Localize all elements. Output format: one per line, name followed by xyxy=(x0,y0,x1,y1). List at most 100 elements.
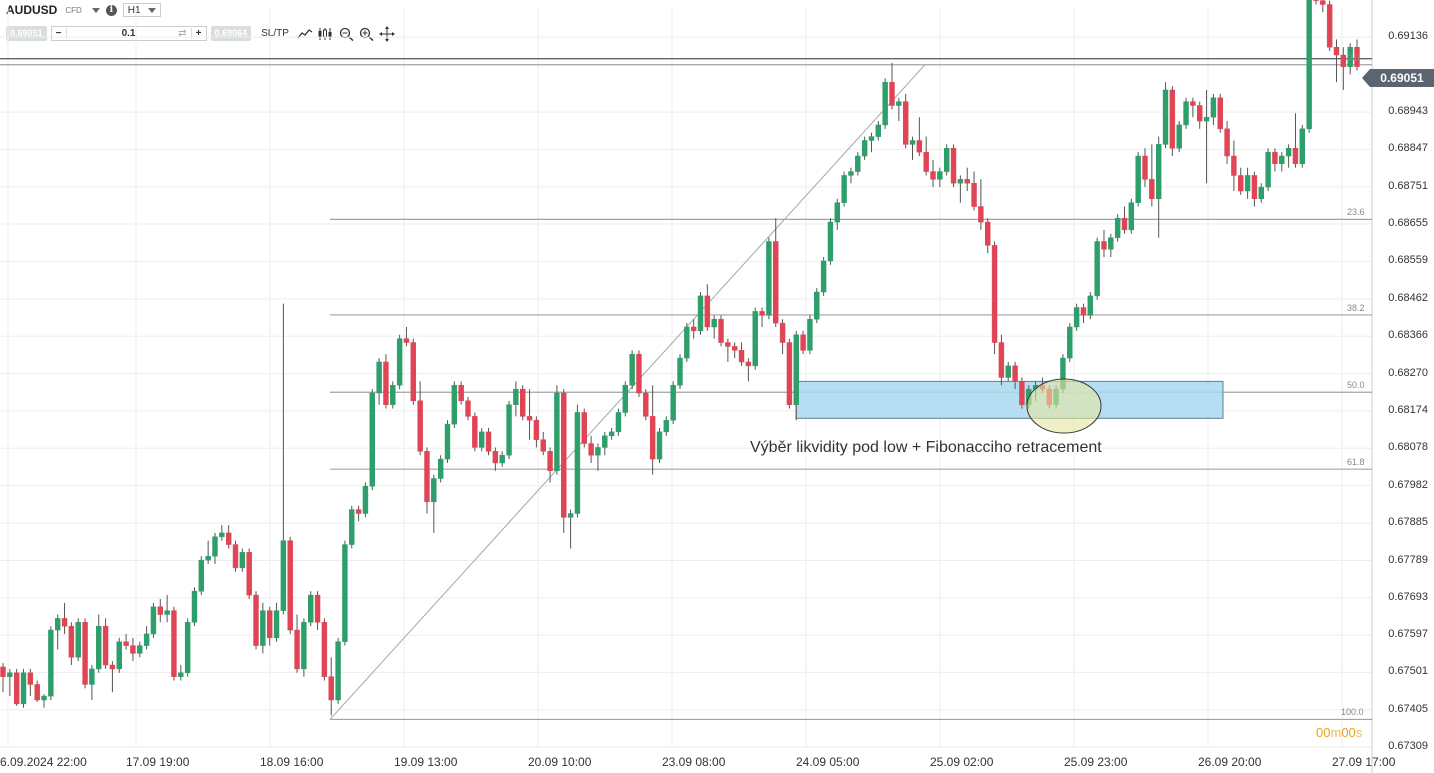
line-chart-icon[interactable] xyxy=(297,28,313,40)
candle-body xyxy=(198,559,205,592)
info-icon[interactable]: i xyxy=(105,4,117,16)
candle-body xyxy=(1142,155,1148,180)
candle xyxy=(875,121,882,141)
candle-body xyxy=(1005,365,1011,378)
candle-body xyxy=(137,645,143,654)
candle xyxy=(1012,361,1018,390)
candle-body xyxy=(868,136,875,141)
candle-body xyxy=(738,350,745,363)
timeframe-value: H1 xyxy=(127,4,141,16)
time-tick-label: 25.09 23:00 xyxy=(1064,755,1128,769)
candle xyxy=(916,117,923,157)
candle-body xyxy=(1306,0,1312,130)
candle xyxy=(355,505,362,522)
candle xyxy=(506,400,512,460)
candle-body xyxy=(779,322,786,343)
candle-body xyxy=(745,361,752,367)
time-tick-label: 17.09 19:00 xyxy=(126,755,190,769)
candle-body xyxy=(280,540,287,611)
candle-body xyxy=(896,101,902,106)
candle xyxy=(1162,82,1169,149)
candle xyxy=(396,334,403,390)
candle-body xyxy=(820,260,827,293)
candle xyxy=(130,637,136,662)
quantity-input[interactable]: 0.1 ⇄ xyxy=(65,28,192,39)
candle xyxy=(882,78,888,129)
candle-body xyxy=(622,385,629,413)
candle xyxy=(1272,148,1278,172)
chart-annotation: Výběr likvidity pod low + Fibonacciho re… xyxy=(750,439,1102,456)
candle-body xyxy=(499,454,505,464)
candle xyxy=(1101,229,1107,258)
candle xyxy=(41,694,47,708)
candle xyxy=(1073,303,1080,331)
symbol-label[interactable]: AUDUSD xyxy=(6,3,58,17)
candle-body xyxy=(540,439,546,452)
candle xyxy=(690,319,697,339)
candle-body xyxy=(369,392,375,487)
quantity-stepper[interactable]: − 0.1 ⇄ + xyxy=(50,26,207,41)
candle-body xyxy=(882,81,888,126)
current-price-tag: 0.69051 xyxy=(1362,69,1434,87)
candle xyxy=(137,641,143,658)
candle xyxy=(1333,39,1340,83)
candle xyxy=(390,381,396,409)
candle xyxy=(335,637,341,704)
sltp-button[interactable]: SL/TP xyxy=(261,28,289,39)
candle xyxy=(1142,148,1148,188)
candle xyxy=(424,447,430,514)
timeframe-select[interactable]: H1 xyxy=(122,3,161,17)
candle-body xyxy=(786,342,793,405)
swap-icon[interactable]: ⇄ xyxy=(178,28,187,39)
chevron-down-icon[interactable] xyxy=(91,7,100,13)
candle xyxy=(697,292,704,335)
candle xyxy=(663,416,670,436)
candle xyxy=(184,618,191,677)
price-tick-label: 0.68943 xyxy=(1388,105,1428,118)
crosshair-icon[interactable] xyxy=(378,25,397,42)
candle-body xyxy=(513,388,519,405)
candle-body xyxy=(574,412,581,514)
candle-body xyxy=(246,552,252,596)
candle-body xyxy=(950,148,957,184)
candle xyxy=(752,307,758,370)
candle-body xyxy=(649,416,656,460)
candle-timer: 00m00s xyxy=(1316,725,1362,740)
candle xyxy=(793,330,799,421)
candle xyxy=(1210,93,1217,125)
candle xyxy=(704,284,711,331)
candle-body xyxy=(731,346,738,351)
candle xyxy=(978,179,984,230)
candle-body xyxy=(266,610,273,639)
candle-body xyxy=(294,629,300,670)
candle-body xyxy=(178,672,184,677)
decrease-quantity-button[interactable]: − xyxy=(55,28,62,39)
increase-quantity-button[interactable]: + xyxy=(195,28,202,39)
candle-body xyxy=(335,641,341,701)
candle-body xyxy=(157,606,163,615)
candle xyxy=(725,338,731,362)
time-tick-label: 25.09 02:00 xyxy=(930,755,994,769)
candle-body xyxy=(656,431,663,460)
candle-body xyxy=(301,622,307,670)
candle xyxy=(68,622,75,666)
candle xyxy=(656,428,663,463)
candle-body xyxy=(82,622,88,685)
candle xyxy=(171,606,177,681)
candle xyxy=(861,136,868,160)
candle xyxy=(253,591,259,650)
price-tick-label: 0.67789 xyxy=(1388,553,1428,566)
candle-body xyxy=(328,676,334,701)
candle-body xyxy=(1292,148,1299,165)
candle-body xyxy=(396,338,403,386)
candle xyxy=(273,602,280,642)
candle xyxy=(1019,377,1025,409)
candle xyxy=(759,307,765,327)
candle-body xyxy=(1279,155,1285,165)
candle-body xyxy=(520,388,526,417)
candle xyxy=(602,431,608,456)
candle-body xyxy=(253,594,259,646)
candle-body xyxy=(1108,237,1114,250)
candle-body xyxy=(909,140,916,145)
